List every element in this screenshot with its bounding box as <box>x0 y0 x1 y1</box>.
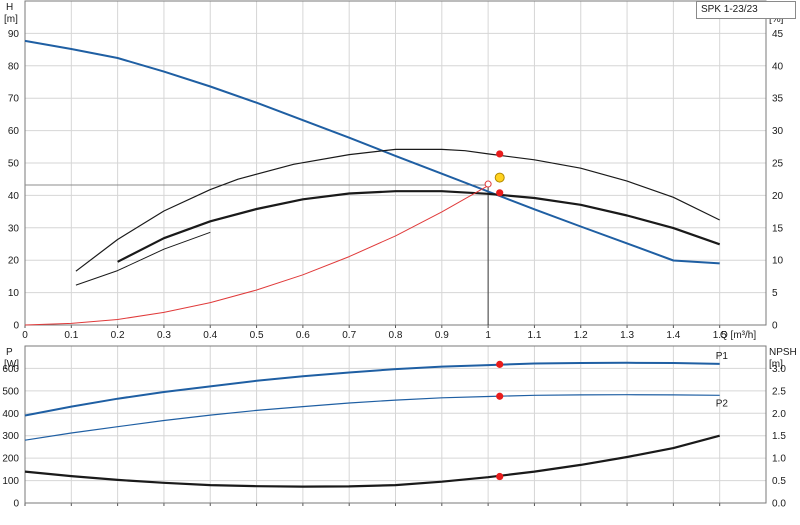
panel0-x-tick-label: 0 <box>22 330 28 341</box>
top-series-0 <box>24 39 720 265</box>
panel0-x-tick-label: 1.5 <box>713 330 727 341</box>
panel0-left-tick-label: 50 <box>8 159 20 170</box>
panel0-left-tick-label: 0 <box>13 321 19 332</box>
panel1-left-axis-unit: [W] <box>4 359 19 370</box>
panel1-left-axis-name: P <box>6 347 13 358</box>
panel0-left-tick-label: 20 <box>8 256 20 267</box>
panel0-left-tick-label: 80 <box>8 61 20 72</box>
system-curve-marker <box>484 180 492 188</box>
panel0-right-tick-label: 20 <box>772 191 784 202</box>
panel0-x-tick-label: 1 <box>485 330 491 341</box>
panel0-left-axis-name: H <box>6 2 13 13</box>
bottom-series-2 <box>24 434 720 488</box>
model-label: SPK 1-23/23 <box>696 1 796 19</box>
top-series-2 <box>117 190 721 263</box>
panel0-right-tick-label: 0 <box>772 321 778 332</box>
panel1-right-axis-unit: [m] <box>769 359 783 370</box>
panel0-x-tick-label: 0.4 <box>203 330 217 341</box>
bottom-marker-0 <box>496 360 504 368</box>
series-label-p2: P2 <box>716 398 729 409</box>
panel0-x-tick-label: 0.2 <box>111 330 125 341</box>
top-marker-1 <box>496 189 504 197</box>
panel1-frame <box>24 345 767 504</box>
series-label-p1: P1 <box>716 351 729 362</box>
panel0-x-tick-label: 1.3 <box>620 330 634 341</box>
panel0-right-tick-label: 45 <box>772 29 784 40</box>
panel0-left-tick-label: 60 <box>8 126 20 137</box>
bottom-series-0 <box>24 361 720 417</box>
top-marker-0 <box>496 150 504 158</box>
panel1-left-tick-label: 100 <box>2 476 19 487</box>
bottom-marker-2 <box>496 472 504 481</box>
panel0-x-tick-label: 0.3 <box>157 330 171 341</box>
panel1-right-tick-label: 3.0 <box>772 364 786 375</box>
panel0-left-tick-label: 40 <box>8 191 20 202</box>
panel0-x-tick-label: 0.9 <box>435 330 449 341</box>
panel0-right-tick-label: 25 <box>772 159 784 170</box>
panel1-left-tick-label: 500 <box>2 386 19 397</box>
panel0-right-tick-label: 5 <box>772 288 778 299</box>
bottom-series-1 <box>24 394 720 441</box>
panel1-right-tick-label: 2.5 <box>772 386 786 397</box>
panel0-right-tick-label: 40 <box>772 61 784 72</box>
panel0-x-tick-label: 1.1 <box>527 330 541 341</box>
panel0-x-tick-label: 0.6 <box>296 330 310 341</box>
panel0-right-tick-label: 15 <box>772 223 784 234</box>
panel1-left-tick-label: 600 <box>2 364 19 375</box>
x-axis-label: Q [m³/h] <box>720 330 756 341</box>
panel0-right-axis-unit: [%] <box>769 14 784 25</box>
panel0-left-axis-unit: [m] <box>4 14 18 25</box>
panel1-right-tick-label: 0.0 <box>772 499 786 510</box>
panel0-x-tick-label: 0.5 <box>250 330 264 341</box>
top-series-1 <box>75 148 720 272</box>
bottom-marker-1 <box>496 392 504 400</box>
panel0-x-tick-label: 1.4 <box>666 330 680 341</box>
panel1-right-tick-label: 1.5 <box>772 431 786 442</box>
panel0-left-tick-label: 10 <box>8 288 20 299</box>
panel1-left-tick-label: 300 <box>2 431 19 442</box>
panel0-right-tick-label: 10 <box>772 256 784 267</box>
panel0-x-tick-label: 0.1 <box>64 330 78 341</box>
panel0-right-tick-label: 30 <box>772 126 784 137</box>
panel1-left-tick-label: 0 <box>13 499 19 510</box>
panel1-right-tick-label: 2.0 <box>772 409 786 420</box>
top-series-4 <box>24 185 489 326</box>
duty-point-marker <box>494 172 505 183</box>
top-series-3 <box>75 231 211 286</box>
panel0-right-tick-label: 35 <box>772 94 784 105</box>
panel1-left-tick-label: 200 <box>2 454 19 465</box>
panel0-x-tick-label: 0.7 <box>342 330 356 341</box>
panel0-frame <box>24 0 767 326</box>
panel1-right-tick-label: 1.0 <box>772 454 786 465</box>
panel1-left-tick-label: 400 <box>2 409 19 420</box>
panel0-x-tick-label: 0.8 <box>389 330 403 341</box>
panel0-left-tick-label: 90 <box>8 29 20 40</box>
panel0-x-tick-label: 1.2 <box>574 330 588 341</box>
panel0-left-tick-label: 70 <box>8 94 20 105</box>
panel1-right-axis-name: NPSH <box>769 347 797 358</box>
panel0-left-tick-label: 30 <box>8 223 20 234</box>
panel1-right-tick-label: 0.5 <box>772 476 786 487</box>
